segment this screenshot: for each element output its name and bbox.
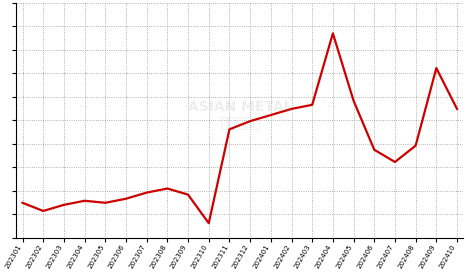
- Text: ASIAN METAL
亚洲金属网: ASIAN METAL 亚洲金属网: [187, 100, 292, 131]
